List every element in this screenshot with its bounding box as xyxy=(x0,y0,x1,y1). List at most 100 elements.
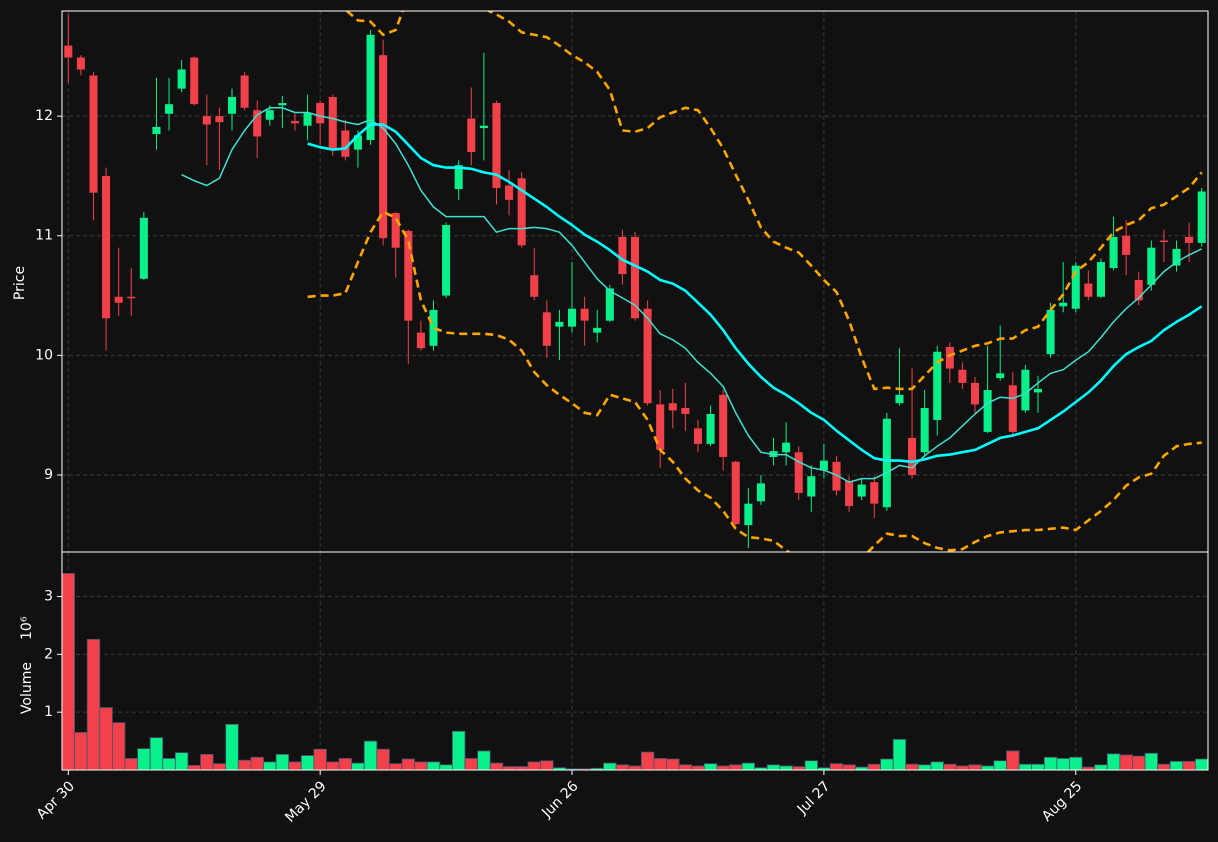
volume-bar xyxy=(263,761,277,770)
volume-bar xyxy=(1106,753,1121,770)
candle-body xyxy=(593,327,602,333)
volume-bar xyxy=(527,761,541,770)
candle-body xyxy=(920,407,929,453)
candle-body xyxy=(945,346,954,369)
candle-body xyxy=(857,484,866,497)
candle-body xyxy=(303,112,312,126)
candle-body xyxy=(278,102,287,106)
volume-bar xyxy=(968,764,982,770)
candle-body xyxy=(542,312,551,346)
x-tick-label: Jul 27 xyxy=(794,778,834,818)
candle-body xyxy=(656,404,665,450)
candle-body xyxy=(1046,309,1055,355)
volume-bar xyxy=(288,761,302,770)
candle-body xyxy=(882,418,891,508)
volume-frame xyxy=(61,551,1209,771)
volume-bar xyxy=(880,758,894,770)
candle-body xyxy=(1059,302,1068,307)
candle-body xyxy=(756,483,765,502)
overlay-line xyxy=(344,11,1203,391)
candle-body xyxy=(618,236,627,275)
candle-body xyxy=(240,75,249,108)
x-tick-label: Apr 30 xyxy=(34,778,78,822)
candle-body xyxy=(1109,236,1118,269)
volume-bar xyxy=(439,764,453,770)
candle-body xyxy=(807,476,816,497)
candle-body xyxy=(681,407,690,414)
candle-body xyxy=(467,118,476,153)
volume-bar xyxy=(716,765,730,770)
candle-body xyxy=(1071,265,1080,309)
volume-bar xyxy=(1182,760,1196,770)
candle-body xyxy=(908,437,917,475)
candle-body xyxy=(89,75,98,193)
volume-bar xyxy=(867,763,881,770)
volume-bar xyxy=(955,765,970,770)
volume-bar xyxy=(86,638,101,770)
candle-body xyxy=(379,55,388,239)
volume-bar xyxy=(502,766,516,770)
candle-body xyxy=(190,57,199,105)
candle-body xyxy=(744,503,753,526)
volume-bar xyxy=(729,764,743,770)
volume-bar xyxy=(300,755,315,770)
volume-bar xyxy=(1069,756,1083,770)
volume-bar xyxy=(1195,758,1208,770)
candle-body xyxy=(568,308,577,327)
y-tick-label: 3 xyxy=(44,589,53,605)
volume-bar xyxy=(174,752,189,770)
overlay-line xyxy=(307,210,1202,552)
candle-body xyxy=(253,110,262,137)
volume-bar xyxy=(741,762,756,770)
overlay-line xyxy=(307,123,1203,464)
candle-body xyxy=(479,125,488,129)
volume-bar xyxy=(603,762,617,770)
volume-unit: 10⁶ xyxy=(19,616,35,640)
candle-body xyxy=(731,461,740,525)
volume-bar xyxy=(766,764,781,770)
volume-bar xyxy=(1132,755,1146,770)
volume-bar xyxy=(363,740,378,770)
candle-body xyxy=(265,110,274,120)
volume-axis-title: Volume xyxy=(19,662,35,714)
candle-body xyxy=(328,97,337,150)
volume-bar xyxy=(111,722,126,770)
candle-body xyxy=(845,480,854,507)
candle-body xyxy=(366,34,375,141)
candle-body xyxy=(970,382,980,405)
volume-bar xyxy=(678,764,693,770)
volume-bar xyxy=(804,760,819,770)
candle-body xyxy=(215,116,224,123)
y-tick-label: 9 xyxy=(44,467,53,483)
volume-bar xyxy=(1018,763,1033,770)
volume-bar xyxy=(540,760,554,770)
candle-body xyxy=(152,126,161,135)
candle-body xyxy=(1172,248,1181,266)
candle-body xyxy=(794,452,803,493)
candle-body xyxy=(353,135,362,150)
volume-bar xyxy=(993,760,1007,770)
candle-body xyxy=(505,185,514,200)
volume-bar xyxy=(615,764,630,770)
volume-bar xyxy=(1056,758,1070,770)
candle-body xyxy=(227,97,237,114)
volume-bar xyxy=(137,748,151,770)
volume-bar xyxy=(326,761,340,770)
price-panel xyxy=(64,11,1206,552)
volume-bar xyxy=(640,751,655,770)
candle-body xyxy=(1147,247,1156,285)
volume-bar xyxy=(426,761,441,770)
volume-bar xyxy=(1144,752,1159,770)
volume-bar xyxy=(451,730,466,770)
volume-bar xyxy=(401,758,416,770)
volume-bar xyxy=(74,732,88,770)
candle-body xyxy=(165,104,174,114)
x-tick-label: May 29 xyxy=(282,778,330,826)
volume-bar xyxy=(829,763,844,770)
volume-bar xyxy=(313,748,327,770)
volume-bar xyxy=(930,761,944,770)
volume-bar xyxy=(792,766,806,770)
volume-bar xyxy=(414,761,428,770)
